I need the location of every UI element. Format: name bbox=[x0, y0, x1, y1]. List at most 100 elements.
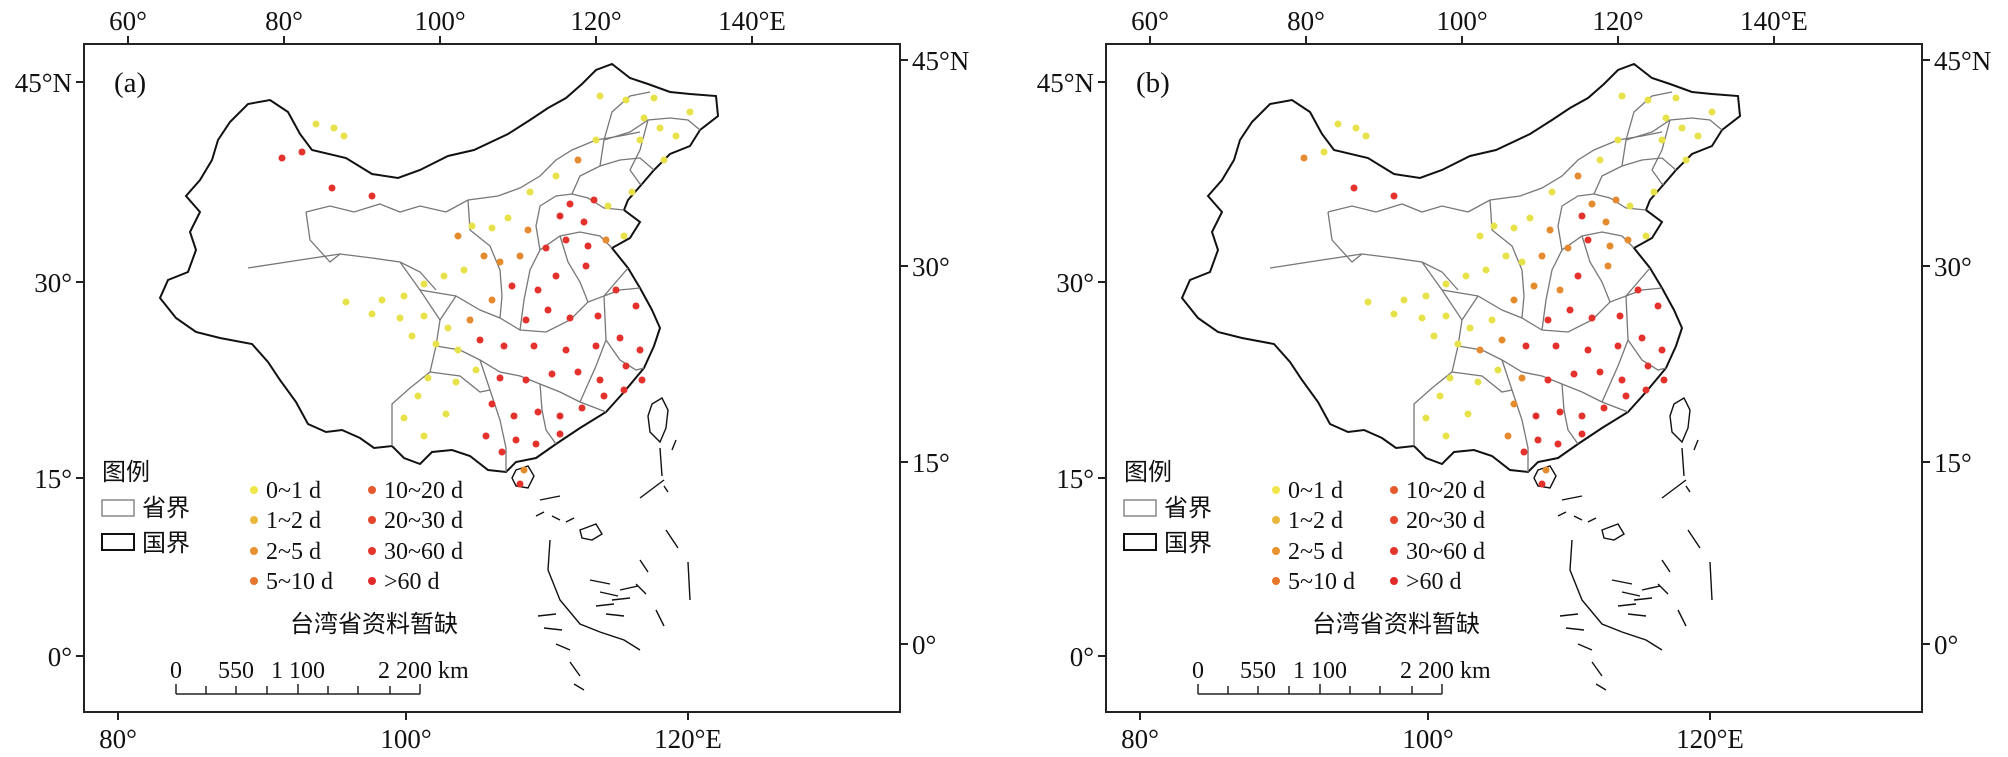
bottom-tick: 120°E bbox=[1676, 724, 1744, 754]
legend-dot bbox=[250, 547, 258, 555]
legend-a: 图例 省界 国界 0~1 d 1~2 d 2~5 d 5~10 d 10~20 … bbox=[101, 458, 463, 638]
legend-class: 5~10 d bbox=[266, 569, 333, 595]
legend-dot bbox=[368, 577, 376, 585]
top-tick: 80° bbox=[1287, 6, 1325, 36]
legend-class: 10~20 d bbox=[1406, 478, 1485, 504]
taiwan-note: 台湾省资料暂缺 bbox=[290, 610, 458, 638]
legend-dot bbox=[1272, 547, 1280, 555]
right-axis: 45°N 30° 15° 0° bbox=[1922, 46, 1991, 660]
left-tick: 30° bbox=[34, 268, 72, 298]
bottom-tick: 80° bbox=[1121, 724, 1159, 754]
bottom-tick: 80° bbox=[99, 724, 137, 754]
china-map bbox=[159, 63, 719, 691]
map-frame bbox=[1105, 43, 1923, 713]
legend-class: 1~2 d bbox=[1288, 508, 1343, 534]
legend-class: 0~1 d bbox=[1288, 478, 1343, 504]
legend-class: 2~5 d bbox=[266, 539, 321, 565]
province-swatch bbox=[1123, 499, 1157, 517]
top-tick: 140°E bbox=[1740, 6, 1808, 36]
right-tick: 0° bbox=[1934, 630, 1958, 660]
right-tick: 45°N bbox=[912, 46, 969, 76]
legend-dot bbox=[250, 577, 258, 585]
station-dots-b bbox=[1300, 92, 1716, 488]
scale-label: 550 bbox=[1240, 658, 1276, 684]
right-tick: 0° bbox=[912, 630, 936, 660]
station-dots-a bbox=[278, 92, 694, 488]
scale-bar-a: 0 550 1 100 2 200 km bbox=[170, 658, 469, 695]
legend-class: 30~60 d bbox=[1406, 539, 1485, 565]
legend-national-label: 国界 bbox=[1164, 529, 1212, 557]
legend-class: >60 d bbox=[1406, 569, 1462, 595]
taiwan-note: 台湾省资料暂缺 bbox=[1312, 610, 1480, 638]
legend-title: 图例 bbox=[102, 458, 150, 486]
legend-dot bbox=[368, 547, 376, 555]
legend-province-label: 省界 bbox=[142, 494, 190, 522]
province-swatch bbox=[101, 499, 135, 517]
legend-class: 30~60 d bbox=[384, 539, 463, 565]
legend-national-label: 国界 bbox=[142, 529, 190, 557]
scale-bar-b: 0 550 1 100 2 200 km bbox=[1192, 658, 1491, 695]
bottom-tick: 100° bbox=[1402, 724, 1453, 754]
left-tick: 45°N bbox=[15, 68, 72, 98]
legend-dot bbox=[1272, 516, 1280, 524]
scale-label: 1 100 bbox=[1293, 658, 1347, 684]
national-swatch bbox=[101, 533, 135, 551]
national-swatch bbox=[1123, 533, 1157, 551]
left-tick: 0° bbox=[1070, 642, 1094, 672]
panel-b: 60° 80° 100° 120° 140°E 80° 100° 120°E 4… bbox=[1037, 6, 1992, 754]
left-tick: 15° bbox=[34, 464, 72, 494]
top-tick: 120° bbox=[570, 6, 621, 36]
bottom-axis: 80° 100° 120°E bbox=[99, 712, 722, 754]
left-tick: 30° bbox=[1056, 268, 1094, 298]
scale-label: 2 200 km bbox=[378, 658, 469, 684]
legend-dot bbox=[368, 486, 376, 494]
legend-class: 5~10 d bbox=[1288, 569, 1355, 595]
right-tick: 30° bbox=[1934, 252, 1972, 282]
legend-class: 20~30 d bbox=[384, 508, 463, 534]
legend-province-label: 省界 bbox=[1164, 494, 1212, 522]
left-axis: 45°N 30° 15° 0° bbox=[1037, 68, 1106, 672]
top-axis: 60° 80° 100° 120° 140°E bbox=[1131, 6, 1808, 44]
legend-class: 0~1 d bbox=[266, 478, 321, 504]
scale-label: 0 bbox=[170, 658, 182, 684]
scale-label: 2 200 km bbox=[1400, 658, 1491, 684]
left-tick: 0° bbox=[48, 642, 72, 672]
legend-dot bbox=[250, 486, 258, 494]
legend-dot bbox=[1390, 516, 1398, 524]
top-tick: 100° bbox=[1436, 6, 1487, 36]
legend-dot bbox=[250, 516, 258, 524]
bottom-tick: 100° bbox=[380, 724, 431, 754]
china-map bbox=[1181, 63, 1741, 691]
panel-a: 60° 80° 100° 120° 140°E 80° 100° 120°E 4… bbox=[15, 6, 970, 754]
left-tick: 15° bbox=[1056, 464, 1094, 494]
legend-dot bbox=[1390, 547, 1398, 555]
legend-class: 20~30 d bbox=[1406, 508, 1485, 534]
legend-dot bbox=[368, 516, 376, 524]
map-frame bbox=[83, 43, 901, 713]
bottom-axis: 80° 100° 120°E bbox=[1121, 712, 1744, 754]
right-tick: 30° bbox=[912, 252, 950, 282]
right-tick: 15° bbox=[1934, 448, 1972, 478]
top-tick: 140°E bbox=[718, 6, 786, 36]
legend-class: 2~5 d bbox=[1288, 539, 1343, 565]
top-tick: 100° bbox=[414, 6, 465, 36]
legend-dot bbox=[1272, 486, 1280, 494]
legend-b: 图例 省界 国界 0~1 d 1~2 d 2~5 d 5~10 d 10~20 … bbox=[1123, 458, 1485, 638]
scale-label: 550 bbox=[218, 658, 254, 684]
right-tick: 45°N bbox=[1934, 46, 1991, 76]
left-axis: 45°N 30° 15° 0° bbox=[15, 68, 84, 672]
panel-label: (a) bbox=[114, 67, 146, 99]
right-tick: 15° bbox=[912, 448, 950, 478]
legend-dot bbox=[1390, 486, 1398, 494]
scale-label: 0 bbox=[1192, 658, 1204, 684]
legend-title: 图例 bbox=[1124, 458, 1172, 486]
legend-class: >60 d bbox=[384, 569, 440, 595]
top-axis: 60° 80° 100° 120° 140°E bbox=[109, 6, 786, 44]
left-tick: 45°N bbox=[1037, 68, 1094, 98]
top-tick: 120° bbox=[1592, 6, 1643, 36]
legend-dot bbox=[1390, 577, 1398, 585]
bottom-tick: 120°E bbox=[654, 724, 722, 754]
right-axis: 45°N 30° 15° 0° bbox=[900, 46, 969, 660]
legend-class: 10~20 d bbox=[384, 478, 463, 504]
